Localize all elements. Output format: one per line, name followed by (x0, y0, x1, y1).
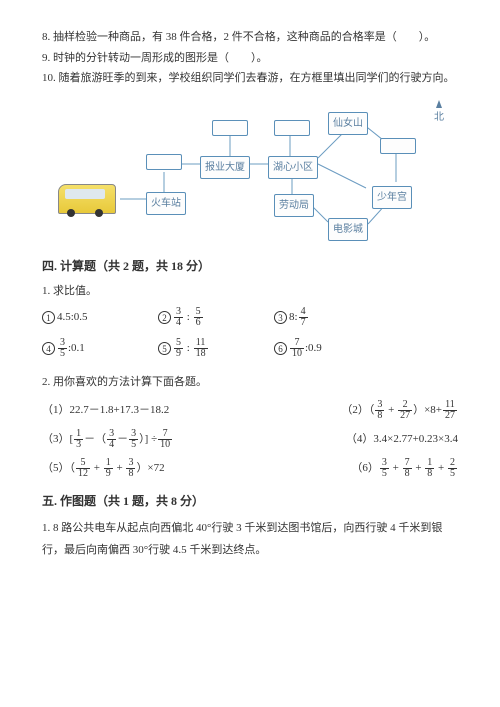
calc-2: （2）（ 38 + 227 ）×8+ 1127 (341, 400, 458, 421)
ratio-item-1: 14.5:0.5 (42, 307, 138, 328)
calc-row-2: （3）[ 13 －（ 34 － 35 ）] ÷ 710 （4）3.4×2.77+… (42, 429, 458, 450)
calc-4: （4）3.4×2.77+0.23×3.4 (346, 429, 458, 450)
ratio-row-1: 14.5:0.5 2 34 : 56 38: 47 (42, 307, 458, 332)
section-4-p1: 1. 求比值。 (42, 282, 458, 301)
section-5-p1: 1. 8 路公共电车从起点向西偏北 40°行驶 3 千米到达图书馆后，向西行驶 … (42, 517, 458, 561)
calc-3: （3）[ 13 －（ 34 － 35 ）] ÷ 710 (42, 429, 173, 450)
ratio-text-3: 8: (289, 308, 298, 327)
route-diagram: 火车站 报业大厦 湖心小区 劳动局 电影城 仙女山 少年宫 北 (60, 94, 440, 244)
section-4-title: 四. 计算题（共 2 题，共 18 分） (42, 256, 458, 276)
calc-5: （5）（ 512 + 19 + 38 ）×72 (42, 458, 165, 479)
node-empty-3 (274, 120, 310, 136)
ratio-item-5: 5 59 : 1118 (158, 338, 254, 359)
node-empty-1 (146, 154, 182, 170)
diagram-lines (60, 94, 440, 244)
node-empty-2 (212, 120, 248, 136)
ratio-text-6: :0.9 (305, 339, 322, 358)
bus-icon (58, 184, 116, 214)
node-empty-4 (380, 138, 416, 154)
calc-row-3: （5）（ 512 + 19 + 38 ）×72 （6） 35 + 78 + 18… (42, 458, 458, 479)
calc-1: （1）22.7－1.8+17.3－18.2 (42, 400, 169, 421)
node-bus-station: 火车站 (146, 192, 186, 215)
node-huxin: 湖心小区 (268, 156, 318, 179)
ratio-row-2: 4 35 :0.1 5 59 : 1118 6 710 :0.9 (42, 338, 458, 363)
question-9: 9. 时钟的分针转动一周形成的图形是（ ）。 (42, 49, 458, 68)
question-10: 10. 随着旅游旺季的到来，学校组织同学们去春游，在方框里填出同学们的行驶方向。 (42, 69, 458, 88)
calc-row-1: （1）22.7－1.8+17.3－18.2 （2）（ 38 + 227 ）×8+… (42, 400, 458, 421)
ratio-item-2: 2 34 : 56 (158, 307, 254, 328)
node-cinema: 电影城 (328, 218, 368, 241)
ratio-item-4: 4 35 :0.1 (42, 338, 138, 359)
ratio-text-4: :0.1 (68, 339, 85, 358)
node-palace: 少年宫 (372, 186, 412, 209)
ratio-text-1: 4.5:0.5 (57, 308, 88, 327)
section-5-title: 五. 作图题（共 1 题，共 8 分） (42, 491, 458, 511)
question-8: 8. 抽样检验一种商品，有 38 件合格，2 件不合格，这种商品的合格率是（ ）… (42, 28, 458, 47)
node-xian: 仙女山 (328, 112, 368, 135)
ratio-item-3: 38: 47 (274, 307, 370, 328)
north-indicator: 北 (434, 100, 444, 126)
node-baoye: 报业大厦 (200, 156, 250, 179)
calc-6: （6） 35 + 78 + 18 + 25 (351, 458, 458, 479)
section-4-p2: 2. 用你喜欢的方法计算下面各题。 (42, 373, 458, 392)
ratio-item-6: 6 710 :0.9 (274, 338, 370, 359)
node-labor: 劳动局 (274, 194, 314, 217)
